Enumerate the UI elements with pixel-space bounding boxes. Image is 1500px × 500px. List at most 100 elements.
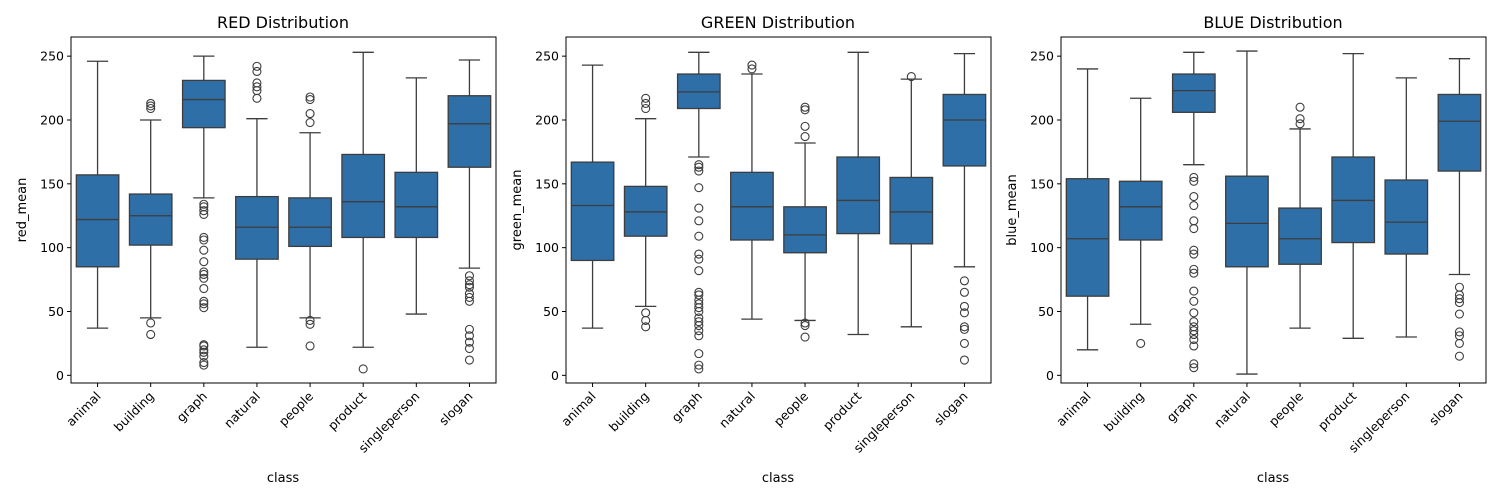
red-outlier-slogan	[464, 337, 474, 347]
green-outlier-graph	[694, 166, 704, 176]
blue-x-tick-label-people: people	[1266, 388, 1307, 429]
blue-outlier-graph	[1189, 192, 1199, 202]
green-iqr-box-slogan	[942, 93, 987, 167]
red-outlier-graph	[199, 245, 209, 255]
green-box-product	[836, 51, 881, 336]
red-chart-title: RED Distribution	[217, 13, 349, 32]
green-outlier-graph	[694, 287, 704, 297]
red-axes-frame	[70, 36, 497, 384]
green-y-tick-label: 250	[535, 49, 559, 64]
green-outlier-graph	[694, 254, 704, 264]
red-outlier-graph	[199, 351, 209, 361]
blue-x-tick-label-slogan: slogan	[1426, 389, 1466, 429]
blue-outlier-people	[1295, 119, 1305, 129]
red-outlier-slogan	[464, 355, 474, 365]
red-y-tick-label: 150	[40, 176, 64, 191]
green-outlier-graph	[694, 331, 704, 341]
blue-box-natural	[1225, 50, 1269, 375]
green-outlier-people	[800, 102, 810, 112]
red-iqr-box-people	[288, 197, 332, 248]
red-outlier-graph	[199, 360, 209, 370]
red-outlier-people	[305, 117, 315, 128]
blue-outlier-graph	[1189, 200, 1199, 211]
green-box-singleperson	[889, 72, 934, 328]
red-outlier-slogan	[464, 343, 474, 354]
blue-outlier-graph	[1189, 172, 1199, 182]
red-outlier-slogan	[464, 289, 474, 299]
blue-x-axis-label: class	[1257, 471, 1289, 486]
red-x-tick-label-people: people	[276, 388, 317, 429]
red-outlier-slogan	[464, 276, 474, 286]
red-y-tick-label: 0	[56, 368, 64, 383]
green-outlier-graph	[694, 290, 704, 300]
green-outlier-singleperson	[906, 72, 916, 82]
green-outlier-graph	[694, 326, 704, 336]
blue-box-product	[1331, 52, 1376, 339]
blue-y-tick-label: 200	[1030, 112, 1054, 127]
red-y-tick-label: 50	[48, 304, 64, 319]
red-x-tick-label-building: building	[111, 389, 157, 435]
green-x-tick-label-graph: graph	[668, 389, 704, 425]
blue-outlier-graph	[1189, 223, 1199, 234]
red-outlier-graph	[199, 269, 209, 280]
blue-y-tick-label: 0	[1046, 368, 1054, 383]
red-iqr-box-building	[128, 193, 173, 246]
blue-outlier-graph	[1189, 176, 1199, 186]
red-outlier-product	[358, 364, 368, 374]
green-outlier-graph	[694, 299, 704, 309]
red-box-product	[341, 51, 386, 374]
red-outlier-people	[305, 315, 315, 325]
red-outlier-graph	[199, 202, 209, 212]
red-outlier-slogan	[464, 324, 474, 334]
blue-outlier-graph	[1189, 245, 1199, 255]
red-outlier-building	[146, 329, 156, 340]
blue-x-tick-label-natural: natural	[1211, 389, 1253, 431]
green-box-people	[783, 102, 827, 342]
green-box-natural	[730, 60, 774, 320]
red-x-tick-label-animal: animal	[63, 389, 104, 430]
green-distribution-panel: GREEN Distribution class green_mean 0 50 1…	[510, 13, 992, 486]
red-outlier-graph	[199, 267, 209, 277]
green-outlier-building	[641, 98, 651, 108]
blue-outlier-graph	[1189, 268, 1199, 278]
green-outlier-building	[641, 322, 651, 332]
green-outlier-graph	[694, 313, 704, 323]
blue-chart-title: BLUE Distribution	[1203, 13, 1342, 32]
red-iqr-box-animal	[75, 174, 120, 268]
blue-outlier-graph	[1189, 286, 1199, 296]
red-box-animal	[75, 60, 120, 329]
blue-outlier-graph	[1189, 308, 1199, 318]
green-outlier-slogan	[959, 287, 969, 297]
blue-iqr-box-graph	[1171, 73, 1216, 113]
blue-box-graph	[1171, 51, 1216, 373]
red-box-singleperson	[394, 77, 439, 315]
red-outlier-graph	[199, 303, 209, 313]
green-outlier-graph	[694, 231, 704, 241]
green-y-tick-label: 100	[535, 240, 559, 255]
red-box-slogan	[447, 59, 492, 365]
blue-outlier-graph	[1189, 335, 1199, 345]
green-iqr-box-animal	[570, 161, 615, 262]
red-outlier-slogan	[464, 280, 474, 290]
green-outlier-graph	[694, 349, 704, 359]
blue-outlier-graph	[1189, 341, 1199, 351]
red-outlier-natural	[252, 66, 262, 77]
red-iqr-box-slogan	[447, 95, 492, 168]
green-outlier-slogan	[959, 276, 969, 286]
blue-outlier-graph	[1189, 264, 1199, 274]
green-outlier-people	[800, 318, 810, 328]
red-x-tick-label-natural: natural	[221, 389, 263, 431]
green-outlier-natural	[747, 64, 757, 74]
blue-outlier-graph	[1189, 363, 1199, 373]
blue-box-people	[1278, 102, 1322, 329]
red-iqr-box-graph	[181, 79, 226, 129]
red-x-tick-label-graph: graph	[173, 389, 209, 425]
green-y-tick-label: 150	[535, 176, 559, 191]
red-outlier-building	[146, 101, 156, 111]
green-chart-title: GREEN Distribution	[701, 13, 855, 32]
blue-outlier-graph	[1189, 322, 1199, 332]
green-outlier-slogan	[959, 355, 969, 365]
red-outlier-building	[146, 318, 156, 328]
red-outlier-graph	[199, 299, 209, 309]
